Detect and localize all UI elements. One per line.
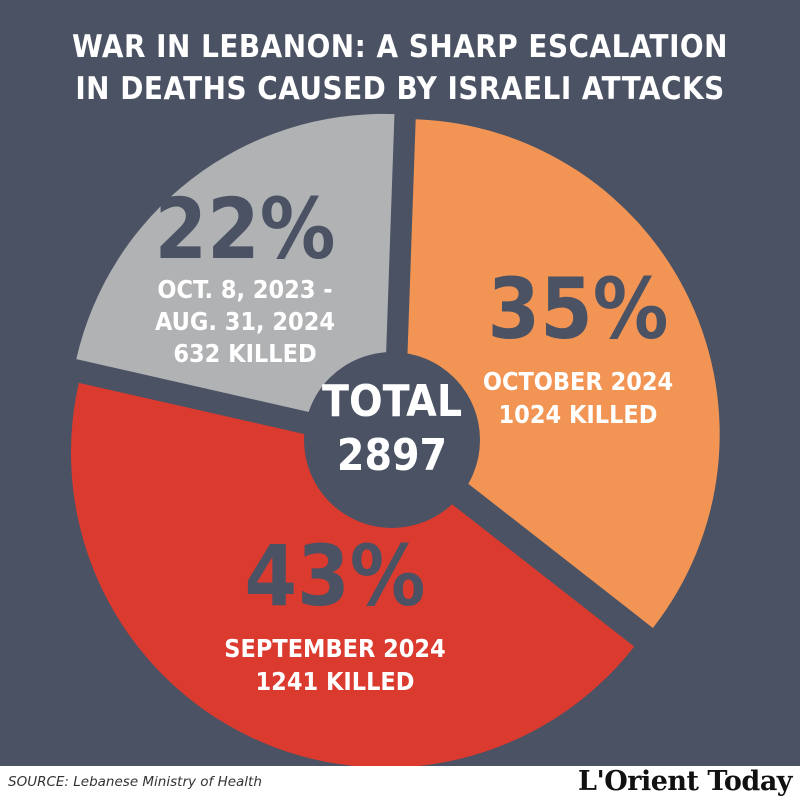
title-line-2: IN DEATHS CAUSED BY ISRAELI ATTACKS — [75, 71, 725, 107]
center-total-value: 2897 — [337, 430, 447, 481]
slice-label-september-line-1: SEPTEMBER 2024 — [224, 634, 445, 663]
pie-slice-october — [404, 119, 720, 629]
publisher-logo: L'Orient Today — [578, 766, 793, 797]
slice-label-prior-line-1: OCT. 8, 2023 - — [157, 275, 332, 304]
slice-label-october-line-2: 1024 KILLED — [499, 400, 658, 429]
slice-percent-october: 35% — [488, 260, 669, 358]
chart-title: WAR IN LEBANON: A SHARP ESCALATION IN DE… — [0, 26, 800, 110]
source-text: SOURCE: Lebanese Ministry of Health — [8, 774, 262, 790]
pie-slices — [71, 113, 720, 766]
slice-label-prior-line-2: AUG. 31, 2024 — [155, 307, 335, 336]
footer: SOURCE: Lebanese Ministry of Health L'Or… — [0, 766, 800, 800]
slice-labels: 35% OCTOBER 2024 1024 KILLED 43% SEPTEMBER 2… — [155, 180, 674, 696]
slice-percent-september: 43% — [245, 527, 426, 625]
slice-label-prior-line-3: 632 KILLED — [173, 339, 316, 368]
title-line-1: WAR IN LEBANON: A SHARP ESCALATION — [72, 29, 728, 65]
slice-percent-prior: 22% — [155, 180, 336, 278]
slice-label-october-line-1: OCTOBER 2024 — [483, 367, 673, 396]
slice-label-september-line-2: 1241 KILLED — [256, 667, 415, 696]
pie-slice-prior — [76, 113, 395, 429]
pie-slice-september — [71, 382, 635, 766]
center-circle — [304, 352, 480, 528]
center-total-label: TOTAL — [322, 376, 462, 427]
pie-chart: 35% OCTOBER 2024 1024 KILLED 43% SEPTEMBER 2… — [71, 113, 720, 766]
